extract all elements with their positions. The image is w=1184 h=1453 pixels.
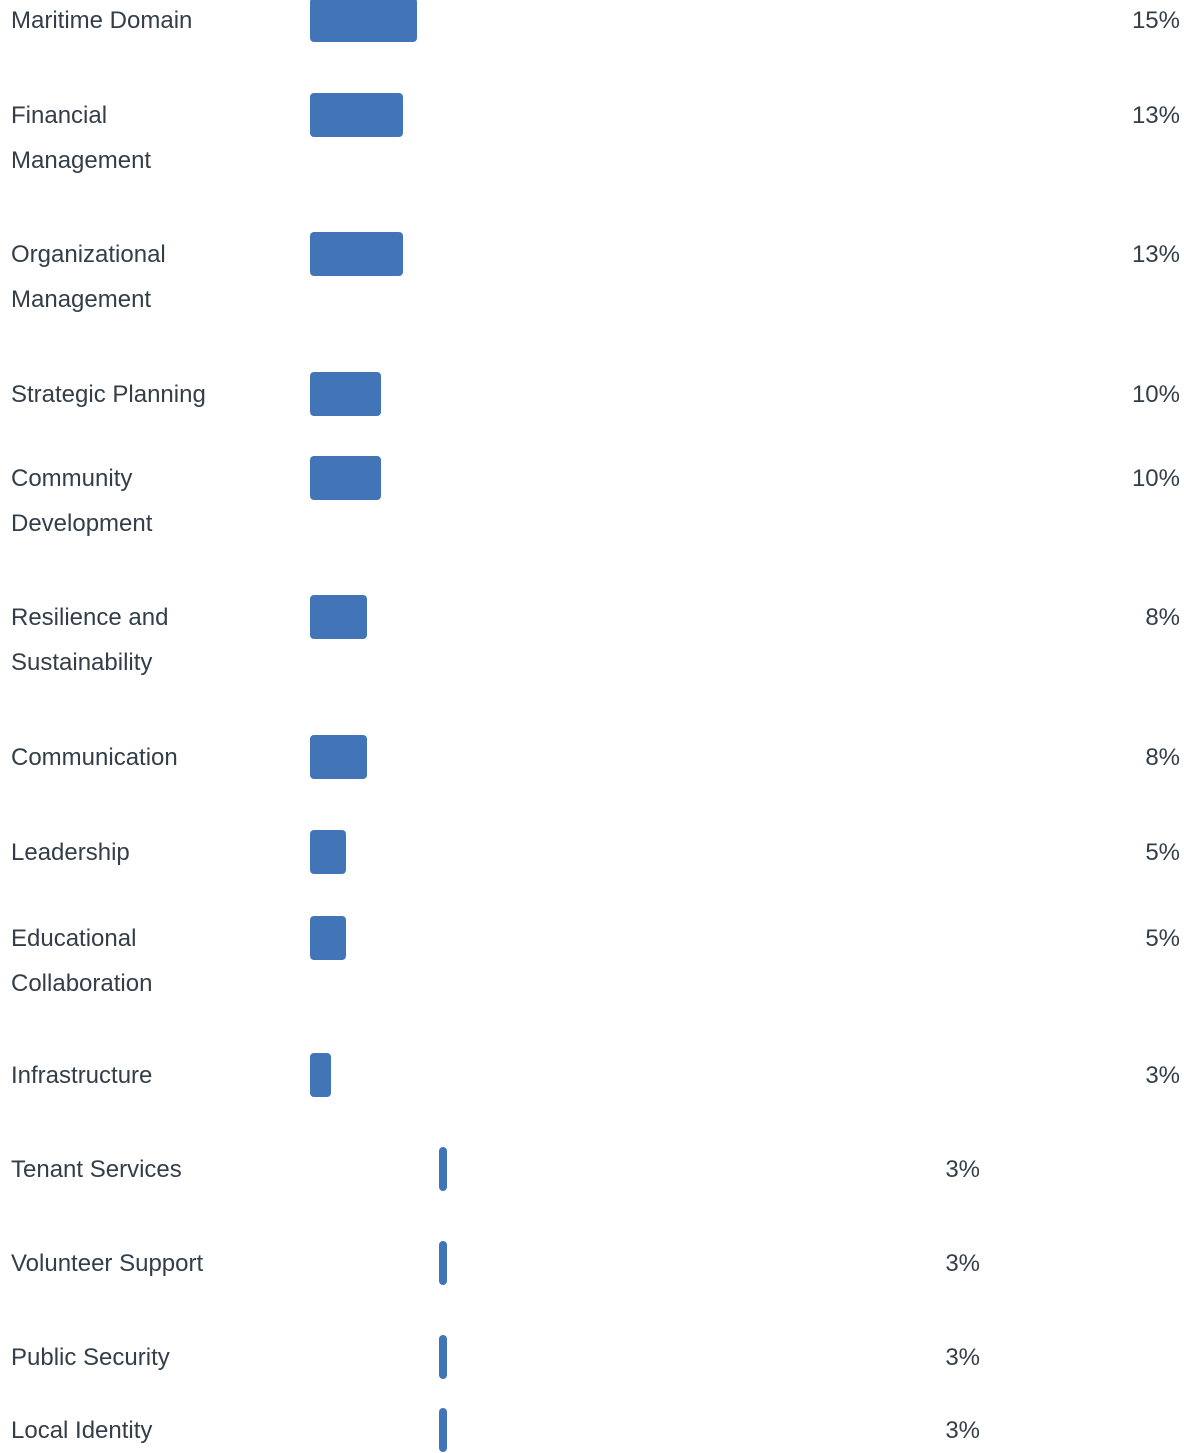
category-label: Public Security xyxy=(11,1344,170,1371)
bar xyxy=(310,735,368,779)
category-label: Maritime Domain xyxy=(11,7,193,34)
bar xyxy=(439,1408,448,1452)
category-label: Community Development xyxy=(11,465,153,537)
value-label: 3% xyxy=(1145,1062,1180,1089)
category-label: Strategic Planning xyxy=(11,381,206,408)
bar xyxy=(310,93,403,137)
bar xyxy=(439,1147,448,1191)
category-label: Leadership xyxy=(11,839,130,866)
bar xyxy=(310,1053,332,1097)
category-label: Communication xyxy=(11,744,178,771)
bar xyxy=(310,830,346,874)
bar xyxy=(310,456,382,500)
bar xyxy=(310,232,403,276)
bar xyxy=(310,372,382,416)
value-label: 10% xyxy=(1131,465,1180,492)
value-label: 13% xyxy=(1131,241,1180,268)
value-label: 3% xyxy=(945,1344,980,1371)
category-label: Tenant Services xyxy=(11,1156,182,1183)
bar xyxy=(439,1241,448,1285)
value-label: 3% xyxy=(945,1156,980,1183)
bar xyxy=(310,916,346,960)
category-label: Infrastructure xyxy=(11,1062,153,1089)
value-label: 5% xyxy=(1145,925,1180,952)
value-label: 3% xyxy=(945,1417,980,1444)
value-label: 13% xyxy=(1131,102,1180,129)
category-label: Volunteer Support xyxy=(11,1250,204,1277)
value-label: 10% xyxy=(1131,381,1180,408)
value-label: 8% xyxy=(1145,744,1180,771)
value-label: 5% xyxy=(1145,839,1180,866)
bar xyxy=(439,1335,448,1379)
category-label: Resilience and Sustainability xyxy=(11,604,169,676)
category-label: Organizational Management xyxy=(11,241,166,313)
bar xyxy=(310,0,417,42)
bar xyxy=(310,595,368,639)
value-label: 15% xyxy=(1131,7,1180,34)
category-label: Local Identity xyxy=(11,1417,153,1444)
category-label: Educational Collaboration xyxy=(11,925,153,997)
value-label: 8% xyxy=(1145,604,1180,631)
value-label: 3% xyxy=(945,1250,980,1277)
category-label: Financial Management xyxy=(11,102,152,174)
